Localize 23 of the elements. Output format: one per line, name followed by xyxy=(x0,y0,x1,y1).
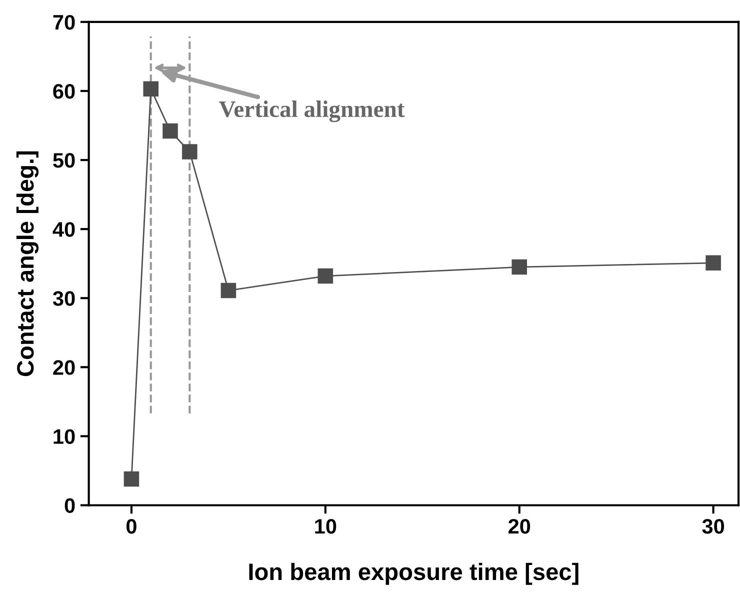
point xyxy=(318,268,334,284)
x-tick-label: 10 xyxy=(315,518,336,534)
y-tick-label: 10 xyxy=(54,429,75,444)
point xyxy=(124,471,140,487)
x-tick-label: 30 xyxy=(702,518,724,534)
y-tick-label: 40 xyxy=(52,222,75,237)
point xyxy=(706,255,721,271)
point xyxy=(512,259,527,275)
y-tick-label: 0 xyxy=(64,498,75,513)
annotation: Vertical alignment xyxy=(219,100,405,122)
x-tick-label: 0 xyxy=(126,518,136,534)
point xyxy=(220,282,236,298)
point xyxy=(162,123,178,139)
x-axis-title: Ion beam exposure time [sec] xyxy=(249,562,578,585)
y-tick-label: 70 xyxy=(53,14,75,30)
point xyxy=(182,144,198,160)
point xyxy=(143,81,158,97)
y-tick-label: 30 xyxy=(52,291,75,306)
y-axis-title: Contact angle [deg.] xyxy=(16,151,39,376)
x-tick-label: 20 xyxy=(508,518,530,534)
y-tick-label: 50 xyxy=(53,153,75,168)
y-tick-label: 20 xyxy=(53,360,75,375)
y-tick-label: 60 xyxy=(53,84,75,99)
